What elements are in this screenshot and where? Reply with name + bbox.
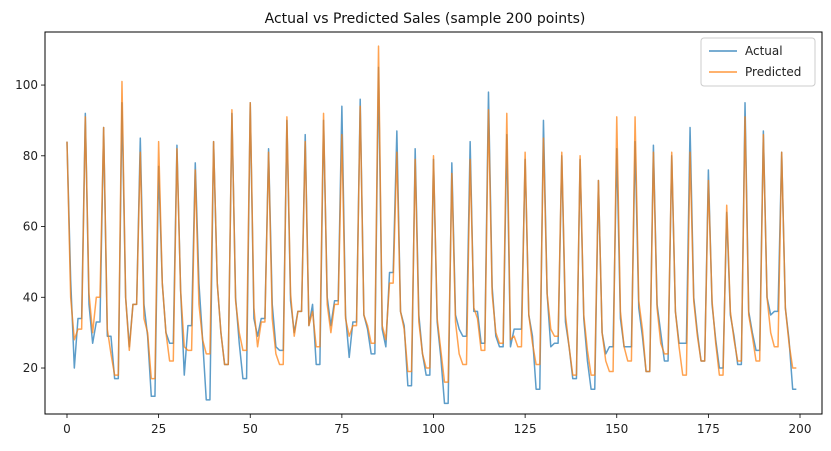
x-tick-label: 0	[63, 422, 71, 436]
x-axis: 0 25 50 75 100 125 150 175 200	[63, 414, 811, 436]
x-tick-label: 50	[243, 422, 258, 436]
x-tick-label: 75	[334, 422, 349, 436]
legend-label-actual: Actual	[745, 44, 783, 58]
y-tick-label: 20	[23, 361, 38, 375]
x-tick-label: 150	[605, 422, 628, 436]
plot-area	[66, 45, 797, 405]
x-tick-label: 125	[514, 422, 537, 436]
x-tick-label: 100	[422, 422, 445, 436]
chart-title: Actual vs Predicted Sales (sample 200 po…	[265, 11, 586, 27]
y-tick-label: 60	[23, 220, 38, 234]
legend-box	[700, 37, 816, 87]
y-tick-label: 40	[23, 290, 38, 304]
y-axis: 20 40 60 80 100	[15, 78, 45, 375]
x-tick-label: 25	[151, 422, 166, 436]
legend-label-predicted: Predicted	[745, 65, 801, 79]
y-tick-label: 100	[15, 78, 38, 92]
series-line-predicted	[66, 45, 797, 383]
x-tick-label: 200	[789, 422, 812, 436]
x-tick-label: 175	[697, 422, 720, 436]
legend: Actual Predicted	[700, 37, 816, 87]
y-tick-label: 80	[23, 149, 38, 163]
